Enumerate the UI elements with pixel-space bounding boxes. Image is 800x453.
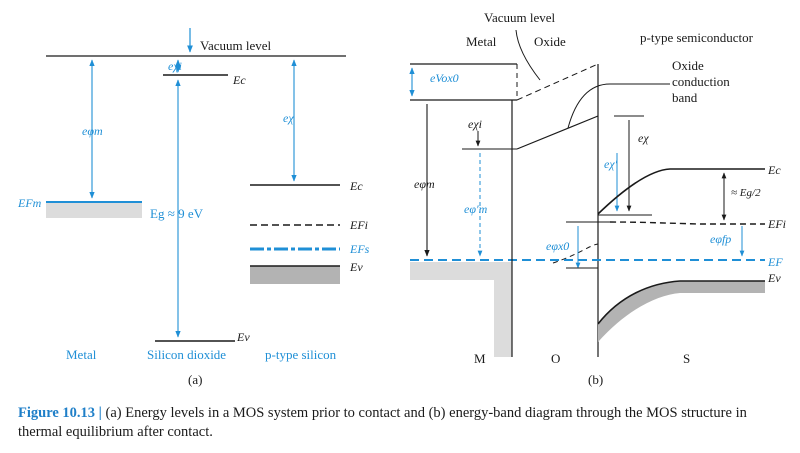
oxide-ec-label-a: Ec [232, 73, 246, 87]
semiconductor-ec-curve-b [597, 168, 765, 215]
semiconductor-ec-label-b: Ec [767, 163, 781, 177]
e-phi-m-label-a: eφm [82, 124, 103, 138]
e-chi-i-label-a: eχi [168, 59, 182, 73]
fermi-level-label-b: EF [767, 255, 783, 269]
e-phi-x0-label-b: eφx0 [546, 239, 569, 253]
e-vox0-label-b: eVox0 [430, 71, 459, 85]
vacuum-level-label-b: Vacuum level [484, 10, 556, 25]
p-type-semiconductor-label-b: p-type semiconductor [640, 30, 754, 45]
si-efs-label-a: EFs [349, 242, 370, 256]
oxide-cb-label-3: band [672, 90, 698, 105]
e-phi-m-label-b: eφm [414, 177, 435, 191]
semiconductor-ev-curve-b [597, 280, 765, 325]
panel-a-label: (a) [188, 372, 202, 387]
vacuum-level-label-a: Vacuum level [200, 38, 272, 53]
panel-b-label: (b) [588, 372, 603, 387]
si-ec-label-a: Ec [349, 179, 363, 193]
semiconductor-efi-curve-b [609, 221, 765, 225]
si-valence-shade-a [250, 266, 340, 284]
m-label-b: M [474, 351, 486, 366]
e-chi-label-a: eχ [283, 111, 294, 125]
s-label-b: S [683, 351, 690, 366]
oxide-label-b: Oxide [534, 34, 566, 49]
metal-label-a: Metal [66, 347, 97, 362]
e-fm-label-a: EFm [17, 196, 42, 210]
metal-label-b: Metal [466, 34, 497, 49]
e-chi-i-label-b: eχi [468, 117, 482, 131]
oxide-cb-label-2: conduction [672, 74, 730, 89]
panel-b: Vacuum level Metal Oxide p-type semicond… [409, 10, 786, 387]
caption-head: Figure 10.13 | [18, 405, 102, 421]
semiconductor-efi-label-b: EFi [767, 217, 786, 231]
e-phi-fp-label-b: eφfp [710, 232, 731, 246]
figure-caption: Figure 10.13 | (a) Energy levels in a MO… [18, 404, 778, 442]
metal-shade-b [410, 262, 512, 357]
oxide-ev-label-a: Ev [236, 330, 250, 344]
panel-a: Vacuum level Ec eχi Eg ≈ 9 eV Ev eφm EFm… [17, 28, 370, 387]
eg-half-label-b: ≈ Eg/2 [731, 187, 761, 199]
e-phi-m-prime-label-b: eφ′m [464, 202, 488, 216]
vacuum-level-pointer-b [515, 29, 541, 81]
oxide-interface-dashed-b [552, 243, 599, 264]
p-type-silicon-label-a: p-type silicon [265, 347, 337, 362]
si-efi-label-a: EFi [349, 218, 368, 232]
o-label-b: O [551, 351, 560, 366]
oxide-vacuum-slope-b [516, 63, 599, 101]
e-chi-label-b: eχ [638, 131, 649, 145]
silicon-dioxide-label-a: Silicon dioxide [147, 347, 226, 362]
oxide-cb-pointer [567, 83, 670, 129]
semiconductor-ev-label-b: Ev [767, 271, 781, 285]
eg-label-a: Eg ≈ 9 eV [150, 206, 204, 221]
si-ev-label-a: Ev [349, 260, 363, 274]
e-chi-prime-label-b: eχ′ [604, 157, 618, 171]
valence-shade-b [598, 281, 765, 342]
metal-fermi-shade-a [46, 202, 142, 218]
oxide-conduction-band-b [516, 115, 599, 150]
caption-text: (a) Energy levels in a MOS system prior … [18, 405, 747, 440]
oxide-cb-label-1: Oxide [672, 58, 704, 73]
